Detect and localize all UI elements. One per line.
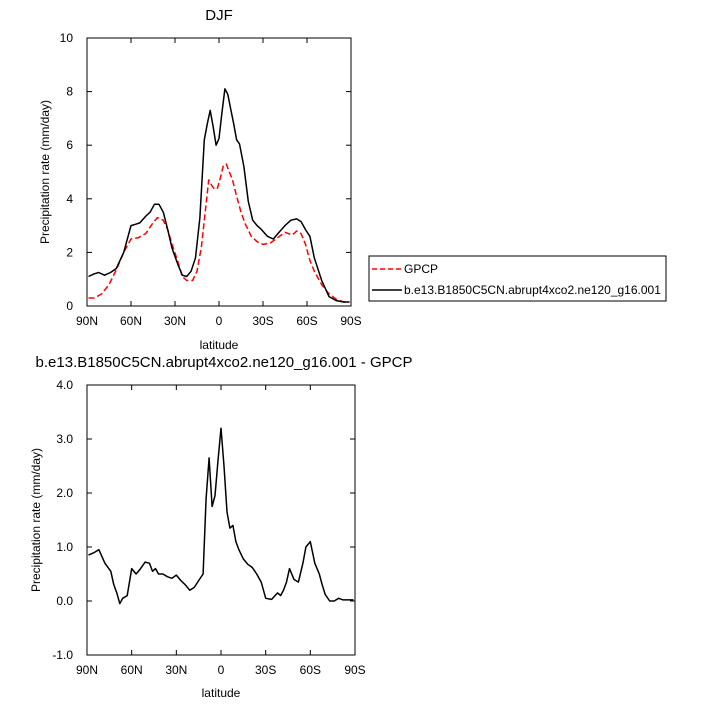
plot-frame [86,384,356,656]
x-tick-label: 60N [120,314,142,328]
y-tick-label: 0.0 [56,594,73,608]
difference-chart: b.e13.B1850C5CN.abrupt4xco2.ne120_g16.00… [29,354,412,700]
x-tick-label: 30N [164,314,186,328]
x-tick-label: 0 [216,314,223,328]
x-tick-label: 60S [296,314,317,328]
legend: GPCP b.e13.B1850C5CN.abrupt4xco2.ne120_g… [368,255,667,302]
series-lines [88,427,354,605]
y-tick-label: 3.0 [56,432,73,446]
x-tick-label: 90S [340,314,361,328]
legend-label-model: b.e13.B1850C5CN.abrupt4xco2.ne120_g16.00… [404,283,661,297]
y-tick-label: 8 [66,85,73,99]
chart-title: b.e13.B1850C5CN.abrupt4xco2.ne120_g16.00… [36,354,413,371]
y-axis-ticks: -1.0 0.0 1.0 2.0 3.0 4.0 [52,378,355,662]
x-tick-label: 90N [76,663,98,677]
y-axis-label: Precipitation rate (mm/day) [38,100,52,244]
y-axis-label: Precipitation rate (mm/day) [29,448,43,592]
y-tick-label: 4 [66,192,73,206]
legend-label-gpcp: GPCP [404,262,438,276]
y-tick-label: 1.0 [56,540,73,554]
x-axis-ticks: 90N 60N 30N 0 30S 60S 90S [76,38,362,328]
x-tick-label: 90N [76,314,98,328]
y-tick-label: 2.0 [56,486,73,500]
y-tick-label: 2 [66,245,73,259]
y-tick-label: 4.0 [56,378,73,392]
y-tick-label: -1.0 [52,648,73,662]
series-line-model [88,427,354,605]
legend-box [368,255,667,302]
y-axis-ticks: 0 2 4 6 8 10 [60,31,351,313]
chart-title: DJF [205,7,233,24]
x-tick-label: 60S [300,663,321,677]
x-tick-label: 0 [218,663,225,677]
series-line-gpcp [88,163,350,303]
x-tick-label: 30S [255,663,276,677]
djf-precipitation-chart: DJF 90N 60N 30N 0 30S 60S 90S 0 2 4 6 8 10 latitude… [38,7,362,352]
x-axis-ticks: 90N 60N 30N 0 30S 60S 90S [76,385,366,677]
x-axis-label: latitude [200,338,239,352]
x-axis-label: latitude [202,686,241,700]
x-tick-label: 60N [121,663,143,677]
y-tick-label: 10 [60,31,74,45]
y-tick-label: 0 [66,299,73,313]
x-tick-label: 30S [252,314,273,328]
x-tick-label: 30N [165,663,187,677]
y-tick-label: 6 [66,138,73,152]
series-lines [88,88,350,303]
plot-frame [86,37,352,307]
x-tick-label: 90S [344,663,365,677]
series-line-model [88,88,350,303]
